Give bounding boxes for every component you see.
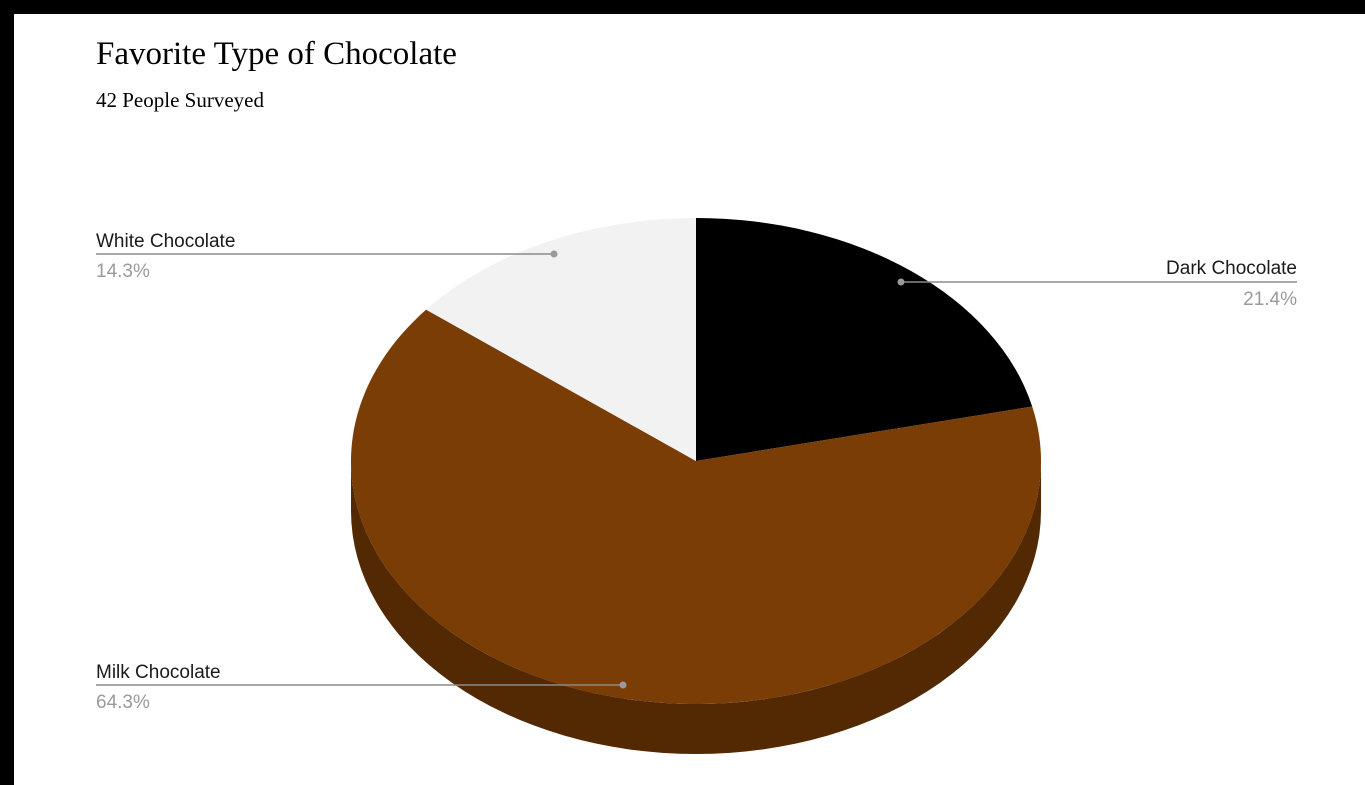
chart-subtitle: 42 People Surveyed: [96, 88, 264, 112]
leader-dot-dark-chocolate: [897, 278, 905, 286]
leader-dot-milk-chocolate: [619, 681, 627, 689]
slice-label-white-chocolate: White Chocolate: [96, 231, 235, 252]
pie-slice-dark-chocolate: [696, 218, 1033, 461]
pie-slice-milk-chocolate: [350, 309, 1041, 704]
pie-chart: Dark Chocolate 21.4% Milk Chocolate 64.3% Wh…: [96, 218, 1297, 754]
pie-slice-white-chocolate: [426, 218, 696, 461]
pie-side-walls: [351, 461, 1041, 754]
slice-label-milk-chocolate: Milk Chocolate: [96, 662, 221, 683]
chart-title: Favorite Type of Chocolate: [96, 36, 457, 72]
slice-percent-white-chocolate: 14.3%: [96, 261, 150, 282]
slice-label-dark-chocolate: Dark Chocolate: [1166, 258, 1297, 279]
slice-percent-dark-chocolate: 21.4%: [1243, 289, 1297, 310]
pie-side-milk-chocolate: [351, 461, 1041, 754]
slice-percent-milk-chocolate: 64.3%: [96, 692, 150, 713]
chart-card: Favorite Type of Chocolate 42 People Sur…: [14, 14, 1365, 785]
leader-dot-white-chocolate: [550, 250, 558, 258]
